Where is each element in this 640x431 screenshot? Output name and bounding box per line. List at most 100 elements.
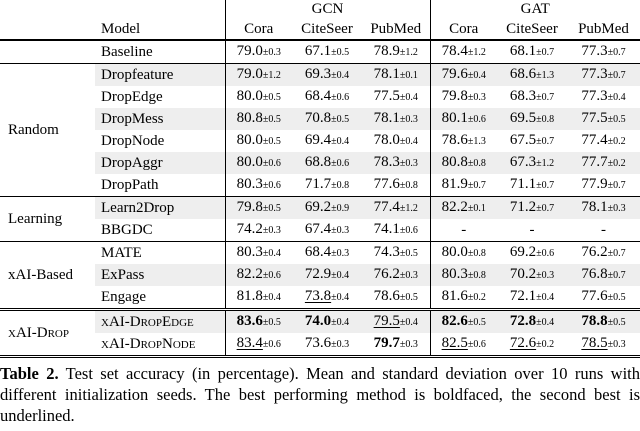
accuracy-mean: 78.9 (373, 43, 400, 59)
accuracy-cell: 73.6±0.3 (292, 333, 362, 357)
accuracy-cell: 78.8±0.5 (567, 308, 640, 333)
section-xai-drop: xAI-Drop xAI-DropEdge 83.6±0.5 74.0±0.4 79.5… (0, 308, 640, 357)
accuracy-cell: 67.4±0.3 (292, 219, 362, 242)
accuracy-cell: 80.0±0.8 (429, 241, 497, 264)
caption-label: Table 2. (0, 364, 59, 383)
model-name: DropPath (101, 177, 159, 193)
accuracy-mean: 77.3 (581, 43, 608, 59)
table-row: Learning Learn2Drop 79.8±0.5 69.2±0.9 77.4±1… (0, 196, 640, 242)
accuracy-mean: 80.0 (236, 88, 263, 104)
accuracy-std: ±0.2 (607, 158, 626, 169)
accuracy-mean: 68.8 (304, 154, 332, 170)
accuracy-mean: 78.3 (373, 154, 400, 170)
accuracy-mean: 80.0 (236, 132, 263, 148)
accuracy-mean: 78.1 (373, 66, 400, 82)
accuracy-std: ±0.3 (399, 158, 418, 169)
table-row: ExPass 82.2±0.6 72.9±0.4 76.2±0.3 80.3±0.8 70… (0, 264, 640, 286)
accuracy-mean: 74.3 (373, 244, 400, 260)
accuracy-cell: 80.0±0.5 (224, 130, 292, 152)
table-row: xAI-DropNode 83.4±0.6 73.6±0.3 79.7±0.3 82.5… (0, 333, 640, 357)
accuracy-cell: 69.4±0.4 (292, 130, 362, 152)
accuracy-mean: 81.8 (236, 288, 263, 304)
accuracy-std: ±0.3 (262, 225, 281, 236)
section-random: Random Dropfeature 79.0±1.2 69.3±0.4 78.1±0.… (0, 63, 640, 197)
accuracy-std: ±0.4 (331, 292, 350, 303)
accuracy-cell: 77.3±0.7 (567, 40, 640, 64)
table-row: Random Dropfeature 79.0±1.2 69.3±0.4 78.1±0.… (0, 63, 640, 197)
accuracy-cell: 68.6±1.3 (497, 63, 567, 86)
column-header-row: Model Cora CiteSeer PubMed Cora CiteSeer… (0, 19, 640, 41)
accuracy-mean: 80.3 (236, 244, 263, 260)
table-row: DropEdge 80.0±0.5 68.4±0.6 77.5±0.4 79.8±0.3… (0, 86, 640, 108)
accuracy-mean: 72.9 (304, 266, 332, 282)
accuracy-cell: 78.0±0.4 (362, 130, 430, 152)
accuracy-cell: 82.2±0.1 (429, 196, 497, 219)
accuracy-std: ±0.5 (262, 114, 281, 125)
column-header-gcn-pubmed: PubMed (362, 19, 430, 41)
accuracy-cell: 77.7±0.2 (567, 152, 640, 174)
accuracy-cell: 79.0±0.3 (224, 40, 292, 64)
accuracy-cell: 69.2±0.9 (292, 196, 362, 219)
accuracy-cell: 72.1±0.4 (497, 286, 567, 310)
accuracy-mean: 67.4 (304, 221, 332, 237)
accuracy-std: ±0.4 (331, 270, 350, 281)
accuracy-std: ±0.5 (262, 92, 281, 103)
accuracy-std: ±0.5 (262, 317, 281, 328)
accuracy-std: ±0.5 (262, 203, 281, 214)
accuracy-mean: 71.7 (304, 176, 332, 192)
accuracy-cell: 78.4±1.2 (429, 40, 497, 64)
accuracy-std: ±0.4 (262, 292, 281, 303)
accuracy-std: ±0.5 (399, 292, 418, 303)
accuracy-cell: 78.9±1.2 (362, 40, 430, 64)
accuracy-cell: 82.2±0.6 (224, 264, 292, 286)
column-group-gat: GAT (429, 0, 640, 19)
accuracy-std: ±0.9 (331, 203, 350, 214)
accuracy-std: ±0.5 (607, 317, 626, 328)
accuracy-std: ±0.3 (607, 339, 626, 350)
accuracy-mean: 82.2 (236, 266, 263, 282)
accuracy-mean: 82.5 (441, 335, 468, 351)
accuracy-cell: 67.3±1.2 (497, 152, 567, 174)
accuracy-mean: 79.8 (236, 199, 263, 215)
accuracy-std: ±0.8 (536, 114, 555, 125)
table-header: GCN GAT Model Cora CiteSeer PubMed Cora … (0, 0, 640, 41)
accuracy-std: ±0.7 (536, 180, 555, 191)
accuracy-cell: 72.9±0.4 (292, 264, 362, 286)
accuracy-std: ±0.8 (399, 180, 418, 191)
caption-text: Test set accuracy (in percentage). Mean … (0, 364, 640, 425)
accuracy-cell: 80.8±0.8 (429, 152, 497, 174)
accuracy-cell: 79.8±0.3 (429, 86, 497, 108)
accuracy-mean: 69.3 (304, 66, 332, 82)
accuracy-mean: 83.4 (236, 335, 263, 351)
accuracy-std: ±1.2 (399, 203, 418, 214)
accuracy-cell: 77.5±0.4 (362, 86, 430, 108)
accuracy-mean: 76.2 (581, 244, 608, 260)
accuracy-cell: 79.5±0.4 (362, 308, 430, 333)
accuracy-cell: 78.6±1.3 (429, 130, 497, 152)
accuracy-cell: 74.1±0.6 (362, 219, 430, 242)
accuracy-mean: 73.8 (304, 288, 332, 304)
accuracy-mean: 79.0 (236, 66, 263, 82)
accuracy-mean: 69.2 (509, 244, 537, 260)
column-group-gcn: GCN (224, 0, 430, 19)
accuracy-mean: 79.0 (236, 43, 263, 59)
accuracy-cell: 81.9±0.7 (429, 174, 497, 197)
accuracy-std: ±0.6 (467, 114, 486, 125)
accuracy-mean: 77.5 (373, 88, 400, 104)
empty-cell (95, 0, 225, 19)
accuracy-std: ±0.6 (331, 158, 350, 169)
group-label: Random (0, 63, 95, 197)
accuracy-std: ±0.6 (399, 225, 418, 236)
accuracy-cell: 72.6±0.2 (497, 333, 567, 357)
accuracy-mean: 70.2 (509, 266, 537, 282)
accuracy-mean: 80.1 (441, 110, 468, 126)
accuracy-mean: 68.6 (509, 66, 537, 82)
accuracy-std: ±0.2 (607, 136, 626, 147)
accuracy-cell: 80.0±0.6 (224, 152, 292, 174)
model-name: MATE (95, 241, 225, 264)
accuracy-cell: 70.2±0.3 (497, 264, 567, 286)
column-header-gat-pubmed: PubMed (567, 19, 640, 41)
accuracy-mean: 77.3 (581, 88, 608, 104)
accuracy-mean: 80.0 (441, 244, 468, 260)
accuracy-mean: 69.5 (509, 110, 537, 126)
